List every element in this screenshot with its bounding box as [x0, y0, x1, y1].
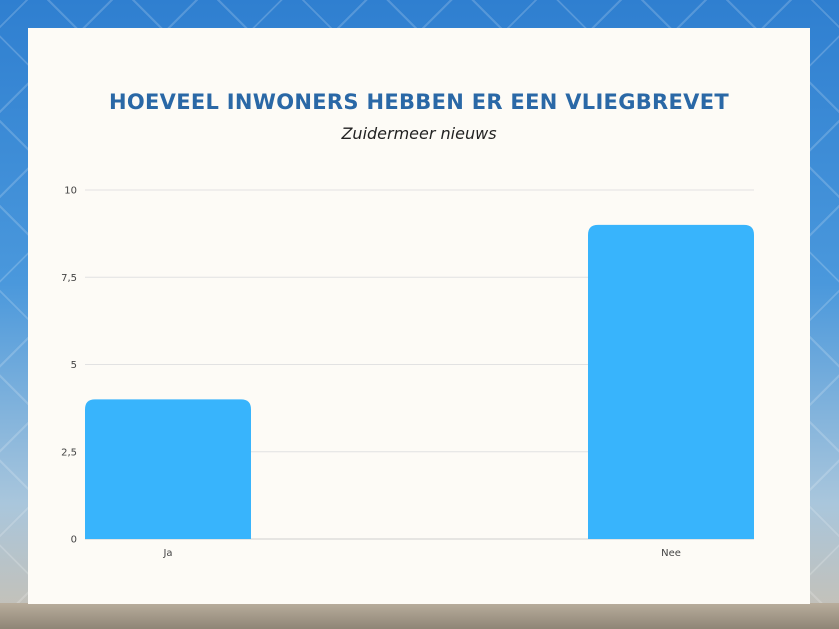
x-tick-label: Ja [162, 548, 172, 559]
y-tick-label: 10 [64, 186, 77, 197]
y-tick-label: 0 [71, 535, 77, 546]
y-tick-label: 7,5 [61, 273, 77, 284]
y-tick-label: 2,5 [61, 447, 77, 458]
bar-chart: 0 2,5 5 7,5 10 Ja Nee [28, 28, 810, 604]
chart-card: HOEVEEL INWONERS HEBBEN ER EEN VLIEGBREV… [28, 28, 810, 604]
y-tick-label: 5 [71, 360, 77, 371]
background-photo-strip [0, 603, 839, 629]
x-tick-label: Nee [661, 548, 681, 559]
bar-nee [588, 225, 754, 539]
bar-ja [85, 399, 251, 539]
